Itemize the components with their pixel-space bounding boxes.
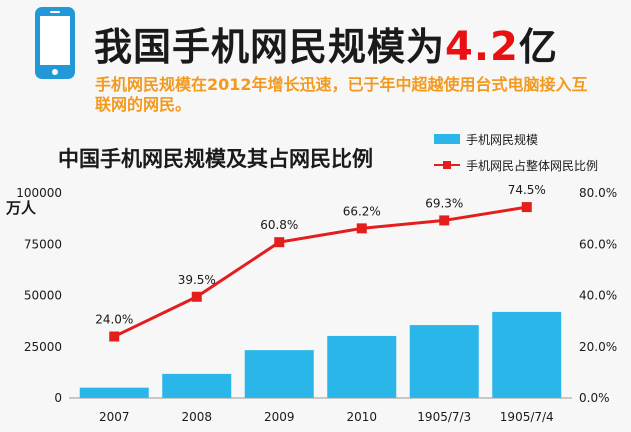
ratio-point-1905/7/4 xyxy=(521,202,532,213)
mobile-phone-icon xyxy=(35,7,75,79)
y-right-tick-label: 60.0% xyxy=(579,237,617,251)
y-right-tick-label: 0.0% xyxy=(579,391,610,405)
bar-2008 xyxy=(162,373,232,398)
y-axis-unit: 万人 xyxy=(6,199,37,217)
ratio-series-line xyxy=(113,205,527,338)
y-left-tick-label: 50000 xyxy=(24,289,62,303)
ratio-data-label: 24.0% xyxy=(95,313,133,327)
x-tick-label: 1905/7/3 xyxy=(417,410,471,424)
ratio-point-2008 xyxy=(191,291,202,302)
bar-2010 xyxy=(327,335,397,398)
x-tick-label: 2009 xyxy=(264,410,295,424)
subtitle: 手机网民规模在2012年增长迅速，已于年中超越使用台式电脑接入互联网的网民。 xyxy=(95,75,588,114)
headline-text: 我国手机网民规模为 xyxy=(94,25,446,69)
y-right-tick-label: 40.0% xyxy=(579,289,617,303)
y-left-tick-label: 25000 xyxy=(24,340,62,354)
ratio-data-label: 60.8% xyxy=(260,218,298,232)
ratio-point-1905/7/3 xyxy=(439,215,450,226)
legend-item-line: 手机网民占整体网民比例 xyxy=(434,152,598,178)
bar-1905/7/3 xyxy=(409,325,479,398)
headline-suffix: 亿 xyxy=(518,25,558,69)
ratio-data-label: 39.5% xyxy=(178,273,216,287)
ratio-point-2007 xyxy=(109,331,120,342)
y-left-tick-label: 0 xyxy=(54,391,62,405)
bar-2009 xyxy=(244,350,314,398)
ratio-data-label: 66.2% xyxy=(343,204,381,218)
x-tick-label: 2008 xyxy=(181,410,212,424)
headline-number: 4.2 xyxy=(445,24,519,70)
x-tick-label: 1905/7/4 xyxy=(500,410,554,424)
legend-bar-swatch xyxy=(434,134,460,144)
chart-legend: 手机网民规模 手机网民占整体网民比例 xyxy=(434,126,598,178)
ratio-data-label: 69.3% xyxy=(425,196,463,210)
bar-1905/7/4 xyxy=(492,311,562,398)
legend-line-swatch xyxy=(434,160,460,170)
y-left-tick-label: 75000 xyxy=(24,237,62,251)
x-tick-label: 2010 xyxy=(346,410,377,424)
ratio-point-2010 xyxy=(356,223,367,234)
x-tick-label: 2007 xyxy=(99,410,130,424)
y-right-tick-label: 80.0% xyxy=(579,186,617,200)
chart-title: 中国手机网民规模及其占网民比例 xyxy=(58,147,373,171)
bar-2007 xyxy=(79,387,149,398)
legend-bar-label: 手机网民规模 xyxy=(466,132,539,147)
headline: 我国手机网民规模为4.2亿 xyxy=(94,16,558,71)
y-right-tick-label: 20.0% xyxy=(579,340,617,354)
legend-line-label: 手机网民占整体网民比例 xyxy=(466,158,599,173)
ratio-data-label: 74.5% xyxy=(508,183,546,197)
legend-item-bar: 手机网民规模 xyxy=(434,126,598,152)
ratio-point-2009 xyxy=(274,237,285,248)
y-left-tick-label: 100000 xyxy=(16,186,62,200)
